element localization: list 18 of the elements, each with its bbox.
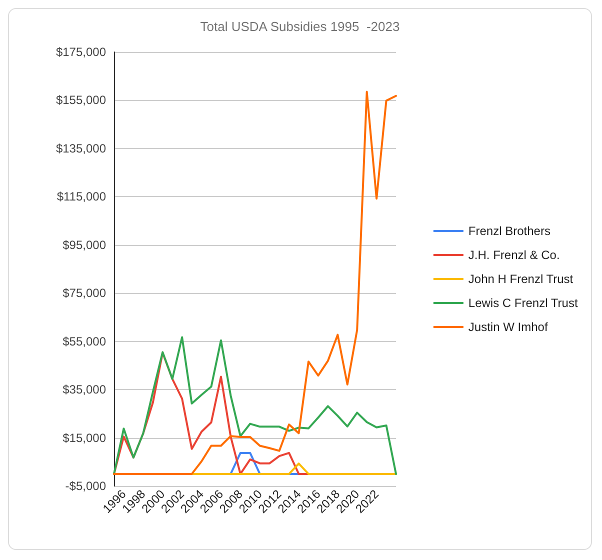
y-tick-label: $55,000	[62, 334, 106, 348]
line-series	[113, 90, 397, 475]
y-tick-label: $115,000	[56, 190, 106, 204]
legend-label: Lewis C Frenzl Trust	[468, 296, 578, 310]
y-tick-label: $15,000	[62, 430, 106, 445]
chart-title: Total USDA Subsidies 1995 -2023	[200, 19, 400, 34]
y-tick-label: $75,000	[62, 286, 106, 300]
line-series	[113, 336, 397, 475]
legend-label: Justin W Imhof	[468, 320, 548, 334]
legend-label: John H Frenzl Trust	[468, 272, 574, 286]
legend-label: Frenzl Brothers	[468, 224, 550, 238]
y-tick-label: $175,000	[56, 45, 106, 59]
y-tick-label: $135,000	[56, 141, 106, 156]
y-tick-label: $35,000	[62, 382, 106, 397]
y-tick-label: $155,000	[56, 93, 106, 108]
y-tick-label: $95,000	[62, 238, 106, 252]
y-tick-label: -$5,000	[65, 479, 106, 493]
legend-label: J.H. Frenzl & Co.	[468, 248, 560, 262]
